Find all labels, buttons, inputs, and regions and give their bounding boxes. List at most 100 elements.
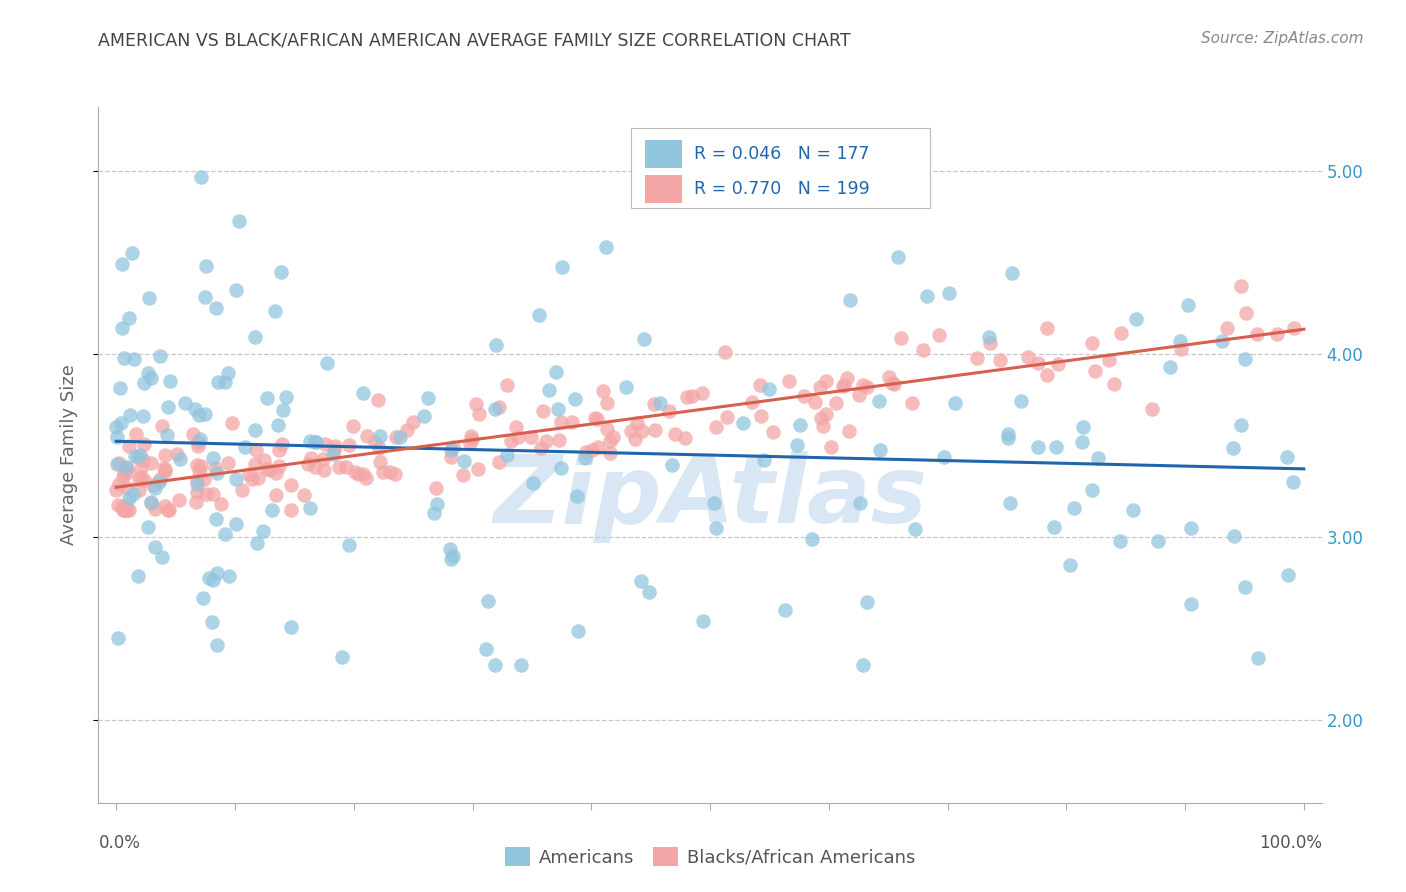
- Point: [107, 631, 129, 645]
- Point: [153, 448, 176, 462]
- Point: [412, 409, 434, 423]
- Point: [266, 418, 288, 433]
- Point: [194, 290, 217, 304]
- Point: [506, 430, 529, 444]
- Point: [238, 467, 260, 481]
- Point: [1284, 320, 1306, 334]
- Point: [626, 416, 648, 430]
- Point: [129, 461, 152, 475]
- Point: [460, 429, 482, 443]
- Point: [522, 476, 544, 491]
- Point: [852, 378, 875, 392]
- Point: [193, 473, 215, 487]
- Point: [204, 461, 226, 475]
- Point: [583, 410, 606, 425]
- Point: [495, 449, 517, 463]
- Point: [142, 477, 165, 491]
- Point: [808, 380, 831, 394]
- Point: [505, 419, 527, 434]
- Point: [574, 451, 596, 466]
- Point: [451, 467, 474, 482]
- Point: [266, 488, 288, 502]
- Point: [134, 437, 156, 451]
- Point: [1098, 353, 1121, 368]
- Point: [217, 366, 239, 380]
- Point: [911, 343, 934, 358]
- Point: [156, 428, 179, 442]
- Point: [245, 457, 267, 471]
- Point: [228, 214, 250, 228]
- Point: [274, 390, 297, 404]
- Point: [614, 379, 637, 393]
- Point: [917, 289, 939, 303]
- Point: [741, 395, 763, 409]
- Point: [225, 517, 247, 532]
- Point: [214, 375, 236, 389]
- Point: [155, 499, 177, 513]
- Point: [323, 439, 346, 453]
- Point: [928, 327, 950, 342]
- Point: [385, 430, 408, 444]
- Point: [264, 466, 287, 480]
- Point: [803, 395, 825, 409]
- Point: [136, 520, 159, 534]
- Point: [1043, 520, 1066, 534]
- Point: [1045, 441, 1067, 455]
- Point: [499, 434, 522, 448]
- Point: [733, 416, 755, 430]
- Point: [195, 487, 218, 501]
- Point: [263, 303, 285, 318]
- Point: [368, 455, 391, 469]
- Point: [118, 310, 141, 325]
- Point: [112, 503, 135, 517]
- Y-axis label: Average Family Size: Average Family Size: [59, 365, 77, 545]
- Point: [869, 443, 891, 458]
- Point: [704, 420, 727, 434]
- Point: [464, 397, 486, 411]
- Point: [1216, 320, 1239, 334]
- Point: [496, 378, 519, 392]
- Point: [474, 642, 496, 657]
- Point: [246, 471, 269, 485]
- Point: [205, 511, 228, 525]
- Point: [1234, 306, 1257, 320]
- Point: [256, 462, 278, 476]
- Point: [883, 376, 905, 391]
- Point: [997, 426, 1019, 441]
- Point: [848, 496, 870, 510]
- Point: [880, 376, 903, 391]
- Point: [530, 441, 553, 455]
- Point: [267, 442, 290, 457]
- Point: [335, 459, 357, 474]
- Point: [599, 445, 621, 459]
- Point: [205, 466, 228, 480]
- Point: [979, 330, 1001, 344]
- Point: [855, 594, 877, 608]
- Point: [304, 460, 326, 475]
- Point: [231, 483, 253, 498]
- Point: [602, 430, 624, 444]
- Point: [422, 506, 444, 520]
- Point: [440, 443, 463, 458]
- Point: [673, 431, 696, 445]
- Point: [564, 392, 586, 406]
- Point: [188, 433, 211, 447]
- Point: [304, 434, 326, 449]
- Point: [155, 464, 177, 478]
- Point: [292, 488, 315, 502]
- Point: [337, 438, 360, 452]
- Point: [786, 437, 808, 451]
- Point: [546, 365, 568, 379]
- Point: [690, 385, 713, 400]
- Point: [159, 374, 181, 388]
- Point: [337, 538, 360, 552]
- Point: [152, 419, 174, 434]
- Point: [586, 411, 609, 425]
- Point: [190, 458, 212, 473]
- Point: [217, 456, 239, 470]
- Point: [550, 415, 572, 429]
- Point: [128, 472, 150, 486]
- Point: [169, 451, 191, 466]
- Point: [157, 503, 180, 517]
- Point: [904, 522, 927, 536]
